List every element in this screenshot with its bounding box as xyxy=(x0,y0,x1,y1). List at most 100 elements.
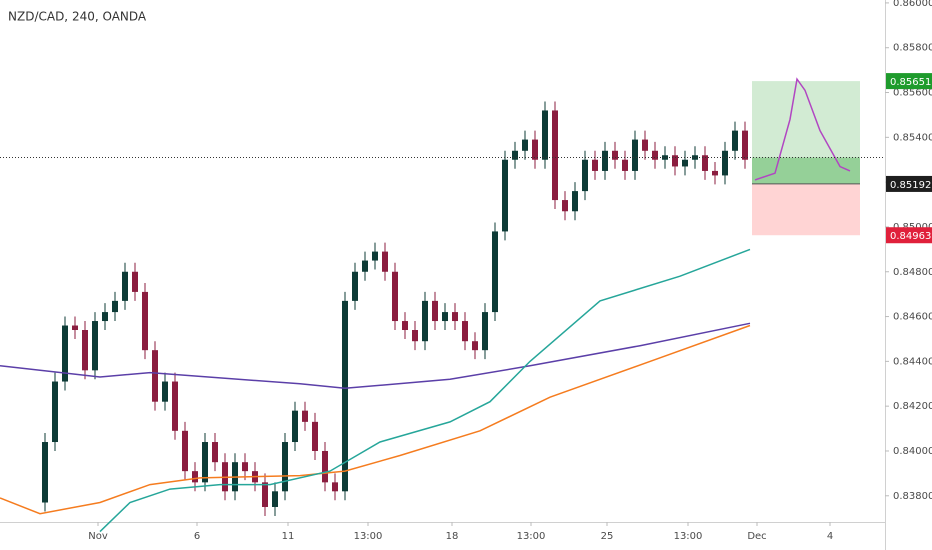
candle-body xyxy=(402,321,408,331)
y-tick-label: 0.84600 xyxy=(893,312,932,323)
indicator-line xyxy=(754,77,851,181)
x-tick-label: 6 xyxy=(194,531,200,542)
x-tick-label: 4 xyxy=(827,531,833,542)
price-label-box xyxy=(886,175,932,192)
candle-body xyxy=(212,442,218,463)
x-tick-label: 13:00 xyxy=(674,531,703,542)
candle-body xyxy=(342,300,348,492)
candle-body xyxy=(692,155,698,160)
candle-body xyxy=(422,300,428,342)
y-tick-label: 0.84200 xyxy=(893,401,932,412)
axes: 0.83800 0.84000 0.84200 0.84400 0.84600 0.848… xyxy=(88,0,932,542)
candle-body xyxy=(242,462,248,472)
candle-body xyxy=(632,139,638,171)
indicator-line xyxy=(0,322,751,390)
candle-body xyxy=(52,381,58,443)
candle-body xyxy=(292,410,298,443)
y-tick-label: 0.85800 xyxy=(893,43,932,54)
candle-body xyxy=(272,491,278,507)
y-tick-label: 0.83800 xyxy=(893,491,932,502)
candle-body xyxy=(722,150,728,176)
candle-body xyxy=(262,482,268,507)
candle-body xyxy=(732,130,738,151)
candle-body xyxy=(322,450,328,483)
candle-body xyxy=(712,170,718,176)
x-tick-label: 11 xyxy=(282,531,295,542)
candle-body xyxy=(602,150,608,171)
candle-body xyxy=(142,291,148,351)
candle-body xyxy=(302,410,308,422)
open-profit xyxy=(752,157,860,184)
candle-body xyxy=(312,421,318,451)
chart-title: NZD/CAD, 240, OANDA xyxy=(8,10,147,24)
y-tick-label: 0.85400 xyxy=(893,132,932,143)
candle-body xyxy=(152,350,158,402)
candle-body xyxy=(612,150,618,160)
candle-body xyxy=(672,155,678,167)
candle-body xyxy=(372,251,378,261)
x-tick-label: 13:00 xyxy=(354,531,383,542)
candle-body xyxy=(442,312,448,322)
candle-body xyxy=(542,110,548,160)
x-tick-label: 13:00 xyxy=(517,531,546,542)
candle-body xyxy=(582,159,588,192)
y-tick-label: 0.84000 xyxy=(893,446,932,457)
y-tick-label: 0.86000 xyxy=(893,0,932,9)
candle-body xyxy=(362,260,368,272)
y-tick-label: 0.84400 xyxy=(893,356,932,367)
candle-body xyxy=(122,271,128,301)
candle-body xyxy=(552,110,558,201)
candle-body xyxy=(492,231,498,313)
price-label-box xyxy=(886,73,932,90)
candle-body xyxy=(132,271,138,292)
candle-body xyxy=(192,471,198,483)
price-label: 0.85651 xyxy=(890,77,931,88)
candle-body xyxy=(702,155,708,171)
candle-body xyxy=(522,139,528,151)
price-label: 0.85192 xyxy=(890,180,931,191)
indicator-line xyxy=(99,248,751,533)
candle-body xyxy=(392,271,398,322)
candle-body xyxy=(512,150,518,160)
x-tick-label: 25 xyxy=(601,531,614,542)
candle-body xyxy=(332,482,338,492)
candle-body xyxy=(172,381,178,431)
candle-body xyxy=(432,300,438,322)
candle-body xyxy=(572,191,578,212)
candle-body xyxy=(462,321,468,342)
candle-body xyxy=(502,159,508,232)
candle-body xyxy=(282,442,288,492)
x-tick-label: 18 xyxy=(446,531,459,542)
candle-body xyxy=(482,312,488,351)
candle-body xyxy=(112,300,118,313)
candle-body xyxy=(382,251,388,272)
candle-body xyxy=(742,130,748,160)
y-tick-label: 0.84800 xyxy=(893,267,932,278)
candle-body xyxy=(622,159,628,171)
candle-body xyxy=(532,139,538,160)
candle-body xyxy=(562,200,568,212)
candle-body xyxy=(82,330,88,371)
candle-body xyxy=(72,325,78,331)
candle-body xyxy=(682,159,688,167)
candle-body xyxy=(182,430,188,472)
price-label-box xyxy=(886,227,932,244)
candle-body xyxy=(452,312,458,322)
x-tick-label: Dec xyxy=(747,531,766,542)
candle-body xyxy=(642,139,648,151)
x-tick-label: Nov xyxy=(88,531,108,542)
plot-area xyxy=(0,77,885,533)
candle-body xyxy=(202,442,208,483)
candle-body xyxy=(412,330,418,342)
candle-body xyxy=(42,442,48,503)
candle-body xyxy=(472,341,478,351)
candle-body xyxy=(92,321,98,371)
candle-body xyxy=(102,312,108,322)
candle-body xyxy=(62,325,68,382)
candle-body xyxy=(352,271,358,301)
position-tool xyxy=(752,81,860,236)
candle-body xyxy=(592,159,598,171)
y-tick-label: 0.85600 xyxy=(893,88,932,99)
